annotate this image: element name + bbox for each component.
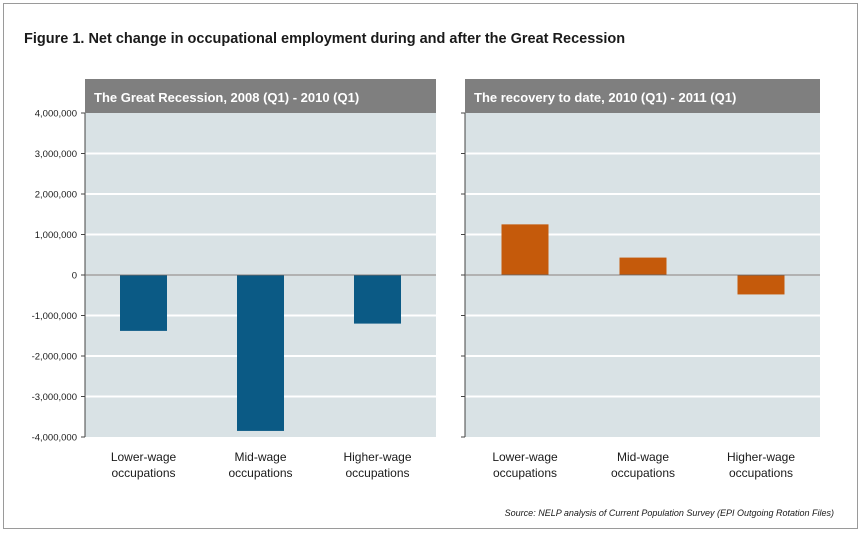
- category-label: Lower-wage: [111, 450, 177, 464]
- category-label: Higher-wage: [343, 450, 411, 464]
- y-tick-label: 3,000,000: [35, 149, 77, 160]
- bar-2: [237, 275, 284, 431]
- category-label: Mid-wage: [234, 450, 286, 464]
- chart-panel-2: The recovery to date, 2010 (Q1) - 2011 (…: [461, 79, 820, 480]
- panel-title: The recovery to date, 2010 (Q1) - 2011 (…: [474, 90, 736, 105]
- bar-1: [501, 224, 549, 275]
- category-label: occupations: [345, 466, 409, 480]
- source-note: Source: NELP analysis of Current Populat…: [504, 508, 834, 518]
- panel-title: The Great Recession, 2008 (Q1) - 2010 (Q…: [94, 90, 359, 105]
- category-label: occupations: [493, 466, 557, 480]
- category-label: Mid-wage: [617, 450, 669, 464]
- panel-header: [465, 79, 820, 113]
- panel-header: [85, 79, 436, 113]
- category-label: occupations: [111, 466, 175, 480]
- figure-title: Figure 1. Net change in occupational emp…: [24, 31, 626, 47]
- category-label: Higher-wage: [727, 450, 795, 464]
- y-tick-label: -2,000,000: [32, 352, 77, 363]
- bar-3: [737, 275, 785, 295]
- y-tick-label: 1,000,000: [35, 230, 77, 241]
- category-label: occupations: [611, 466, 675, 480]
- category-label: occupations: [729, 466, 793, 480]
- bar-1: [120, 275, 167, 331]
- bar-3: [354, 275, 401, 324]
- y-tick-label: -4,000,000: [32, 433, 77, 444]
- y-tick-label: -3,000,000: [32, 392, 77, 403]
- category-label: Lower-wage: [492, 450, 558, 464]
- y-tick-label: 4,000,000: [35, 109, 77, 120]
- y-tick-label: 0: [72, 271, 77, 282]
- y-tick-label: -1,000,000: [32, 311, 77, 322]
- y-tick-label: 2,000,000: [35, 190, 77, 201]
- bar-2: [619, 257, 667, 275]
- category-label: occupations: [228, 466, 292, 480]
- chart-panel-1: The Great Recession, 2008 (Q1) - 2010 (Q…: [32, 79, 436, 480]
